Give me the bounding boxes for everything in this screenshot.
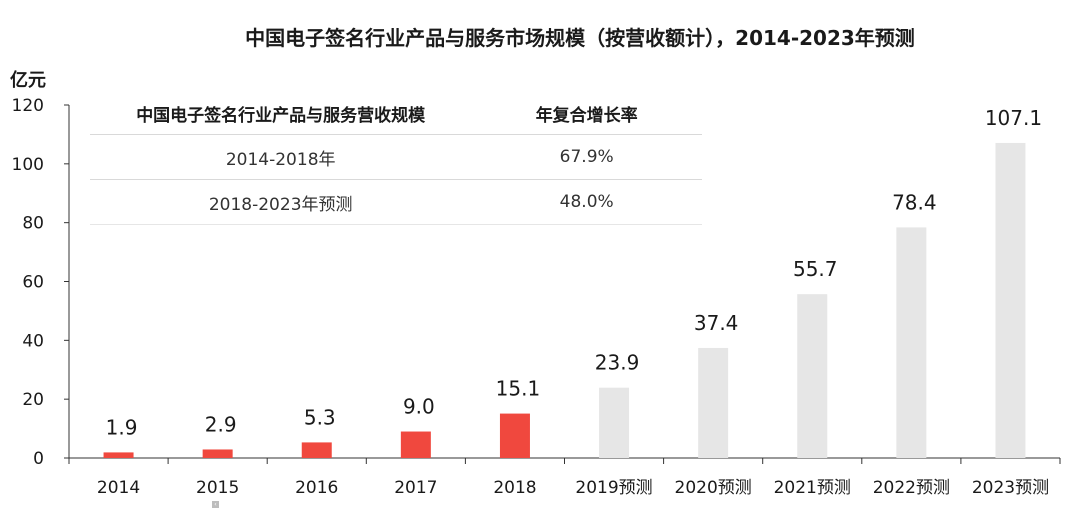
data-label: 9.0 [403, 395, 435, 419]
cagr-period: 2014-2018年 [90, 134, 472, 180]
data-label: 23.9 [595, 351, 640, 375]
x-tick-label: 2016 [295, 478, 338, 498]
y-tick-label: 0 [33, 449, 44, 469]
y-tick-label: 80 [22, 214, 44, 234]
x-tick-label: 2014 [97, 478, 140, 498]
y-tick-label: 20 [22, 390, 44, 410]
data-label: 37.4 [694, 311, 739, 335]
bar-2020预测 [698, 347, 729, 458]
data-label: 55.7 [793, 257, 838, 281]
y-tick-label: 40 [22, 331, 44, 351]
cagr-value: 67.9% [471, 134, 702, 180]
data-label: 2.9 [205, 412, 237, 436]
cagr-period: 2018-2023年预测 [90, 179, 472, 225]
x-tick-label: 2017 [394, 478, 437, 498]
x-tick-label: 2020预测 [675, 478, 752, 498]
y-axis-unit-label: 亿元 [10, 70, 46, 91]
data-label: 5.3 [304, 405, 336, 429]
bar-2023预测 [995, 142, 1026, 458]
data-label: 78.4 [892, 190, 937, 214]
bar-2018 [499, 413, 530, 458]
x-tick-label: 2022预测 [873, 478, 950, 498]
x-tick-label: 2018 [493, 478, 536, 498]
x-tick-label: 2015 [196, 478, 239, 498]
data-label: 1.9 [106, 415, 138, 439]
table-row: 2018-2023年预测 48.0% [90, 179, 702, 225]
y-tick-label: 120 [12, 96, 44, 116]
cagr-table-header-row: 中国电子签名行业产品与服务营收规模 年复合增长率 [90, 92, 702, 135]
cagr-table-header-scope: 中国电子签名行业产品与服务营收规模 [90, 92, 472, 135]
y-tick-label: 60 [22, 273, 44, 293]
bar-2022预测 [896, 227, 927, 458]
data-label: 107.1 [985, 106, 1042, 130]
y-tick-label: 100 [12, 155, 44, 175]
cagr-value: 48.0% [471, 179, 702, 225]
bar-2016 [301, 442, 332, 458]
cagr-table: 中国电子签名行业产品与服务营收规模 年复合增长率 2014-2018年 67.9… [90, 92, 702, 225]
bar-2021预测 [797, 294, 828, 458]
bar-2014 [103, 452, 134, 458]
x-tick-label: 2023预测 [972, 478, 1049, 498]
table-row: 2014-2018年 67.9% [90, 134, 702, 180]
bar-2015 [202, 449, 233, 458]
x-tick-label: 2021预测 [774, 478, 851, 498]
x-tick-label: 2019预测 [575, 478, 652, 498]
bar-2017 [400, 431, 431, 458]
bar-2019预测 [599, 387, 630, 458]
small-marker-icon: ‹ [212, 501, 219, 508]
data-label: 15.1 [496, 377, 541, 401]
cagr-table-header-cagr: 年复合增长率 [471, 92, 702, 135]
chart-title: 中国电子签名行业产品与服务市场规模（按营收额计），2014-2023年预测 [245, 26, 915, 50]
